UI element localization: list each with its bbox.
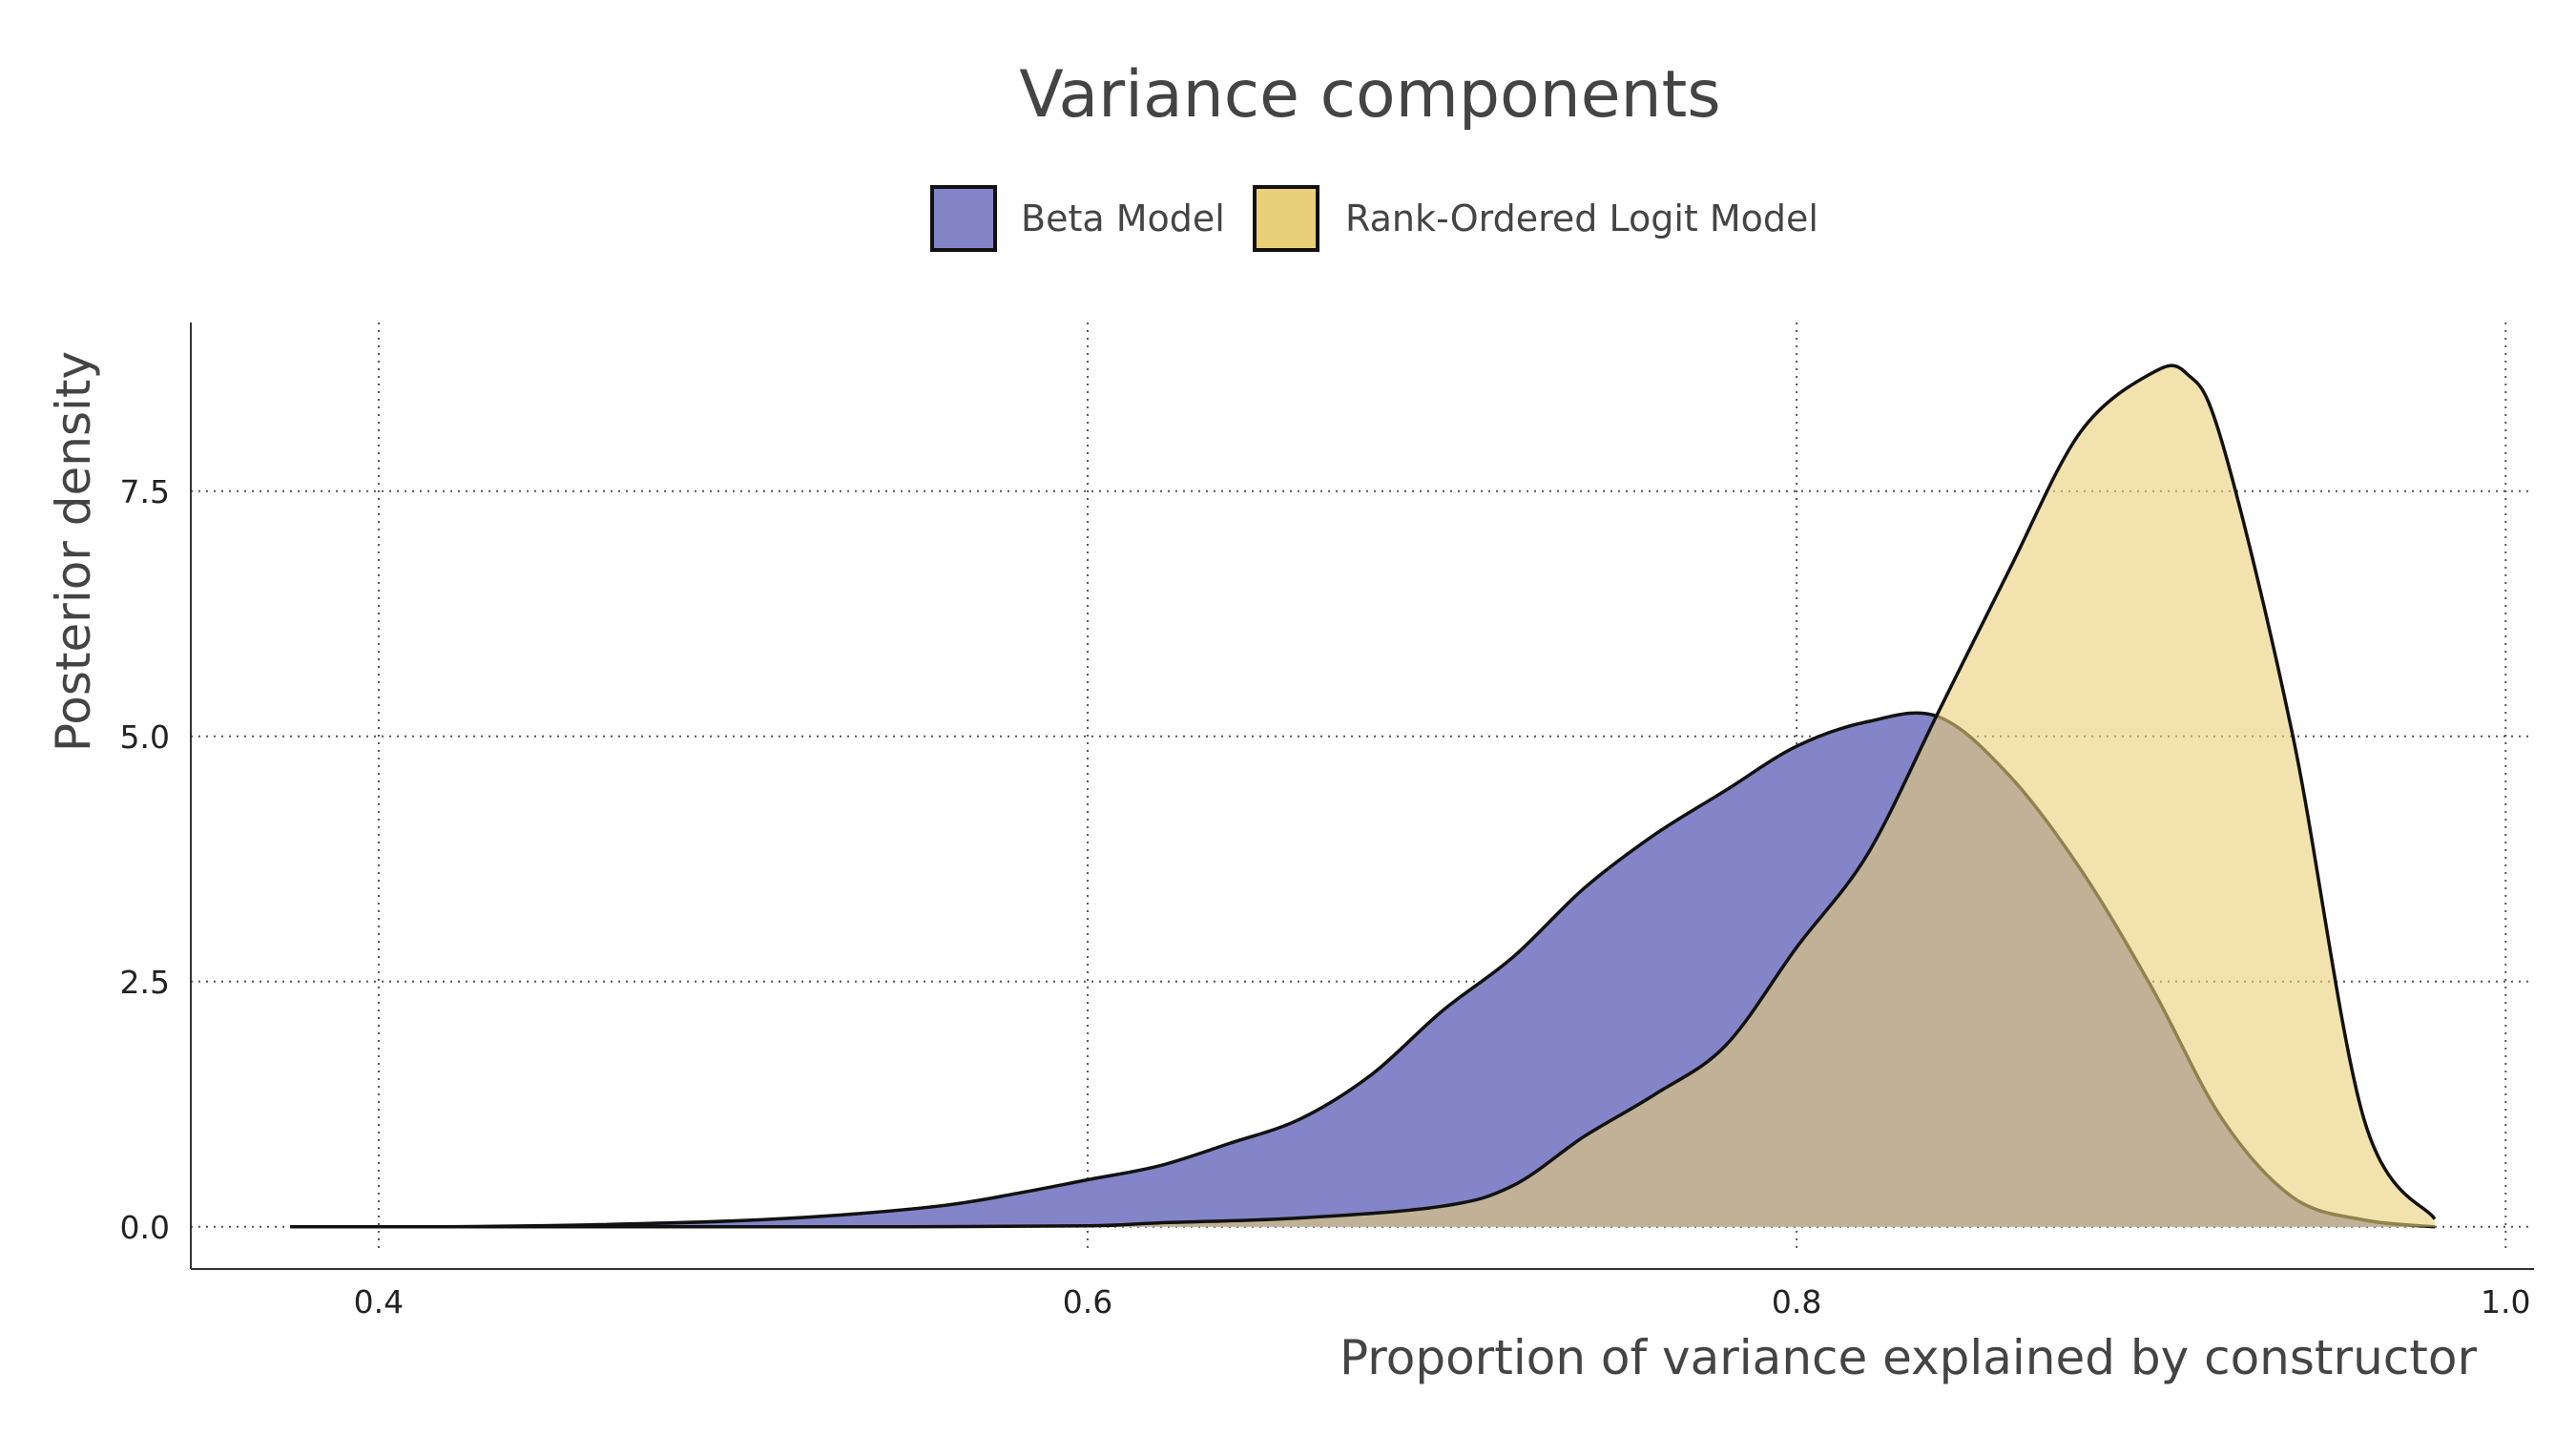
y-tick-label: 7.5 [120, 473, 170, 510]
x-tick-label: 0.8 [1772, 1283, 1821, 1321]
legend-swatch-beta-model [930, 185, 997, 252]
y-tick-label: 0.0 [120, 1209, 170, 1246]
y-tick-labels: 0.0 2.5 5.0 7.5 [120, 473, 170, 1246]
series-layer [289, 364, 2437, 1229]
legend-swatch-rank-ordered-logit-model [1253, 185, 1319, 252]
y-tick-label: 5.0 [120, 718, 170, 756]
chart-title: Variance components [1019, 57, 1720, 133]
legend-label-rank-ordered-logit-model: Rank-Ordered Logit Model [1345, 198, 1818, 239]
x-axis-title: Proportion of variance explained by cons… [1340, 1330, 2477, 1385]
legend: Beta Model Rank-Ordered Logit Model [930, 185, 1818, 252]
legend-label-beta-model: Beta Model [1021, 198, 1225, 239]
area-rank-ordered-logit-model [290, 365, 2435, 1227]
x-tick-label: 1.0 [2481, 1283, 2530, 1321]
x-tick-labels: 0.4 0.6 0.8 1.0 [354, 1283, 2531, 1321]
y-axis-title: Posterior density [46, 351, 101, 752]
x-tick-label: 0.4 [354, 1283, 404, 1321]
line-rank-ordered-logit-model [289, 364, 2437, 1229]
y-tick-label: 2.5 [120, 964, 170, 1001]
x-tick-label: 0.6 [1063, 1283, 1112, 1321]
